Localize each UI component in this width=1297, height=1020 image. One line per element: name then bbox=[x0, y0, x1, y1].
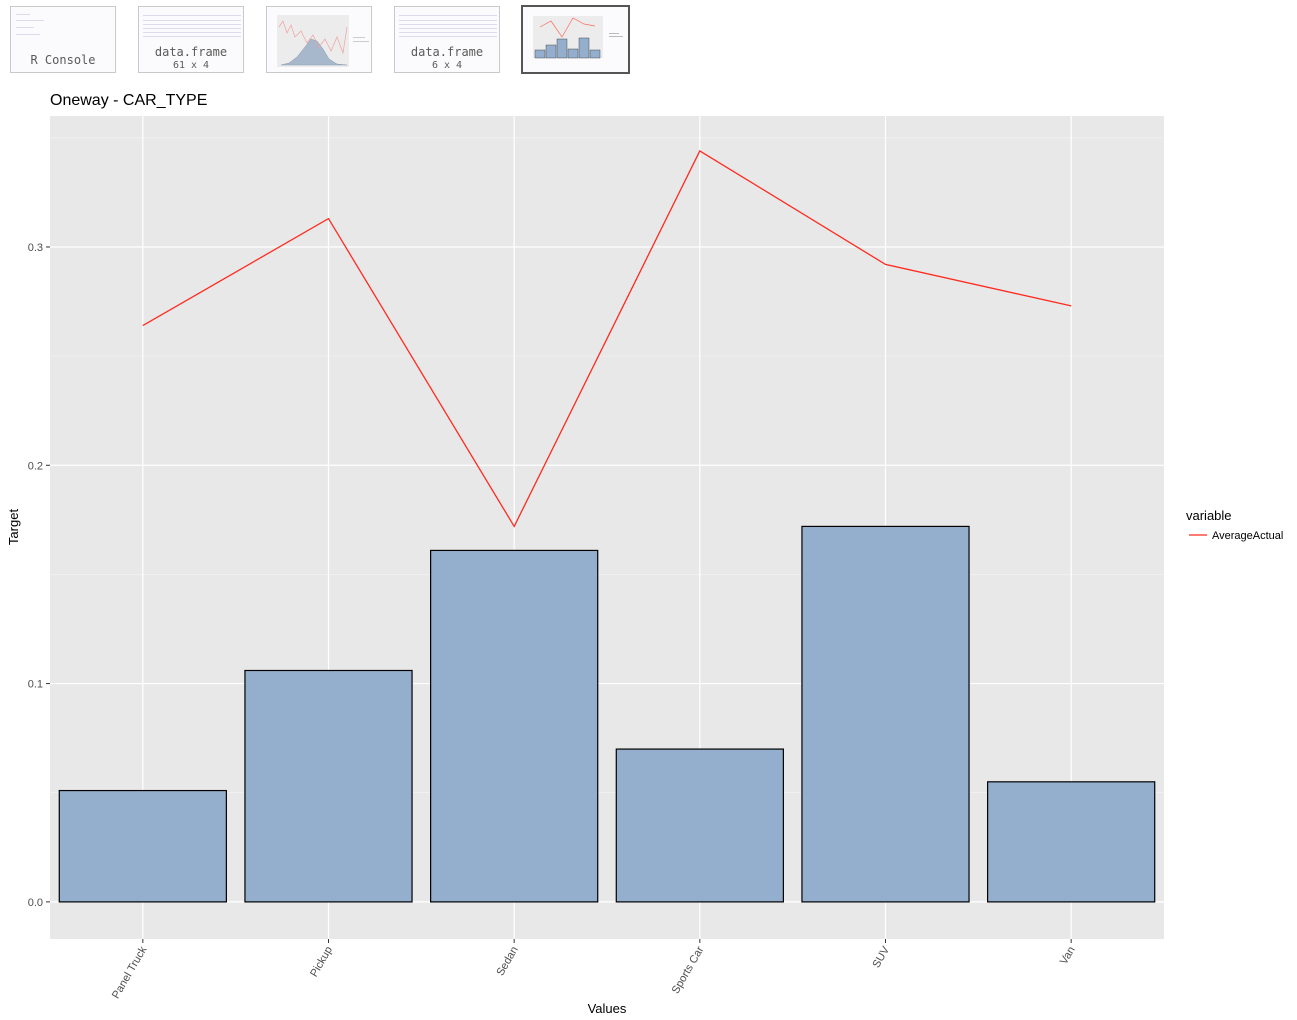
thumbnail-r-console[interactable]: R Console bbox=[10, 6, 116, 73]
y-axis-title: Target bbox=[6, 509, 21, 546]
chart-title: Oneway - CAR_TYPE bbox=[50, 92, 207, 109]
y-tick-label: 0.2 bbox=[28, 460, 43, 472]
legend-entry-average-actual: AverageActual bbox=[1212, 530, 1283, 542]
thumbnail-sublabel: 6 x 4 bbox=[431, 60, 463, 71]
x-tick-label: Panel Truck bbox=[110, 944, 150, 1001]
oneway-chart: Oneway - CAR_TYPE 0.0 0.1 0.2 0.3 Panel Tru… bbox=[6, 92, 1283, 1016]
bar-series bbox=[58, 525, 1156, 903]
y-axis: 0.0 0.1 0.2 0.3 bbox=[28, 242, 50, 909]
thumbnail-label: data.frame bbox=[154, 45, 228, 59]
x-tick-label: SUV bbox=[870, 944, 892, 970]
minor-gridlines bbox=[50, 137, 1164, 794]
x-tick-label: Sedan bbox=[494, 945, 520, 979]
legend: variable AverageActual bbox=[1186, 508, 1283, 542]
plot-history-strip: R Console data.frame 61 x 4 data.frame 6… bbox=[0, 0, 1297, 80]
x-axis: Panel Truck Pickup Sedan Sports Car SUV Van bbox=[110, 939, 1078, 1001]
x-tick-label: Sports Car bbox=[670, 944, 707, 996]
bar-sports-car bbox=[615, 748, 784, 903]
bar-suv bbox=[801, 525, 970, 903]
bar-pickup bbox=[244, 669, 413, 903]
y-tick-label: 0.1 bbox=[28, 679, 43, 691]
oneway-thumbnail-image bbox=[533, 16, 623, 59]
thumbnail-label: data.frame bbox=[410, 45, 484, 59]
bar-panel-truck bbox=[58, 789, 227, 903]
bar-van bbox=[987, 781, 1156, 903]
bar-sedan bbox=[430, 549, 599, 903]
thumbnail-histogram-plot[interactable] bbox=[266, 6, 372, 73]
thumbnail-data-frame[interactable]: data.frame 61 x 4 bbox=[138, 6, 244, 73]
thumbnail-oneway-plot[interactable] bbox=[521, 5, 630, 74]
y-tick-label: 0.0 bbox=[28, 897, 43, 909]
thumbnail-data-frame[interactable]: data.frame 6 x 4 bbox=[394, 6, 500, 73]
histogram-thumbnail-image bbox=[277, 15, 369, 67]
legend-title: variable bbox=[1186, 508, 1232, 523]
plot-panel bbox=[50, 116, 1164, 939]
thumbnail-sublabel: 61 x 4 bbox=[172, 60, 210, 71]
x-tick-label: Van bbox=[1058, 945, 1078, 967]
y-tick-label: 0.3 bbox=[28, 242, 43, 254]
thumbnail-label: R Console bbox=[30, 53, 96, 67]
average-actual-line bbox=[142, 149, 1072, 528]
x-tick-label: Pickup bbox=[308, 945, 335, 980]
x-axis-title: Values bbox=[588, 1001, 627, 1016]
